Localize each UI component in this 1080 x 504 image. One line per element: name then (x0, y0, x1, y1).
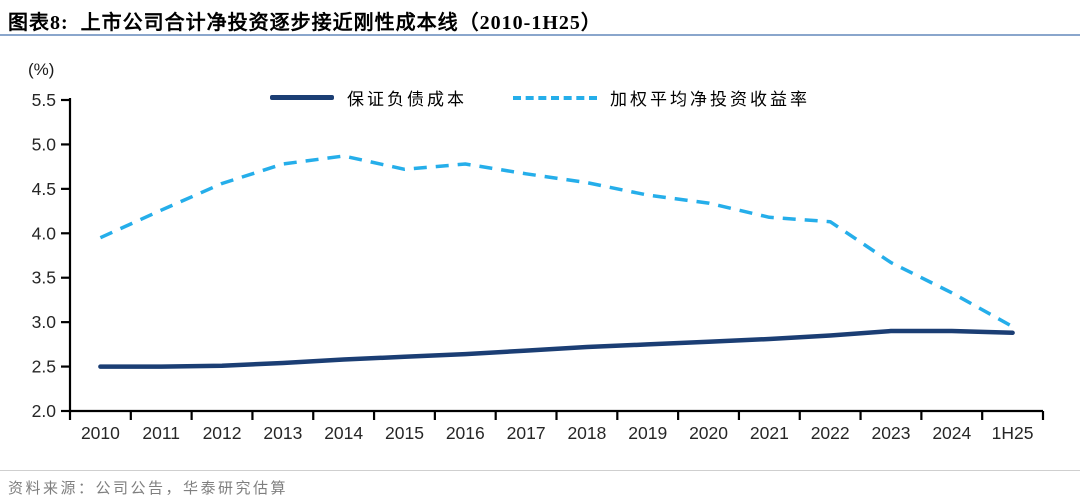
x-tick-label: 2014 (324, 423, 363, 443)
y-tick-label: 5.5 (32, 90, 56, 110)
y-tick-label: 3.0 (32, 312, 57, 332)
y-tick-label: 5.0 (32, 134, 57, 154)
x-tick-label: 2024 (932, 423, 971, 443)
x-tick-label: 2011 (142, 423, 180, 443)
title-separator-line (0, 34, 1080, 36)
x-tick-label: 2012 (203, 423, 242, 443)
x-tick-label: 2020 (689, 423, 728, 443)
x-tick-label: 2010 (81, 423, 120, 443)
y-tick-label: 2.5 (32, 357, 56, 377)
y-tick-label: 4.5 (32, 179, 56, 199)
x-tick-label: 2019 (628, 423, 667, 443)
x-tick-label: 2021 (750, 423, 789, 443)
y-tick-label: 3.5 (32, 268, 56, 288)
series-line-0-guaranteed-liability-cost (98, 328, 1015, 369)
footer-separator-line (0, 470, 1080, 471)
y-tick-label: 2.0 (32, 401, 57, 421)
x-tick-label: 2023 (872, 423, 911, 443)
x-tick-label: 2018 (567, 423, 606, 443)
x-tick-label: 1H25 (992, 423, 1034, 443)
x-tick-label: 2013 (263, 423, 302, 443)
source-note: 资料来源：公司公告，华泰研究估算 (8, 481, 289, 497)
x-tick-label: 2022 (811, 423, 850, 443)
y-tick-label: 4.0 (32, 223, 57, 243)
y-axis-unit-label: (%) (28, 60, 55, 79)
x-tick-label: 2015 (385, 423, 424, 443)
series-line-1-net-investment-yield (99, 154, 1014, 329)
chart-title: 图表8: 上市公司合计净投资逐步接近刚性成本线（2010-1H25） (8, 12, 602, 34)
x-tick-label: 2017 (507, 423, 546, 443)
x-tick-label: 2016 (446, 423, 485, 443)
